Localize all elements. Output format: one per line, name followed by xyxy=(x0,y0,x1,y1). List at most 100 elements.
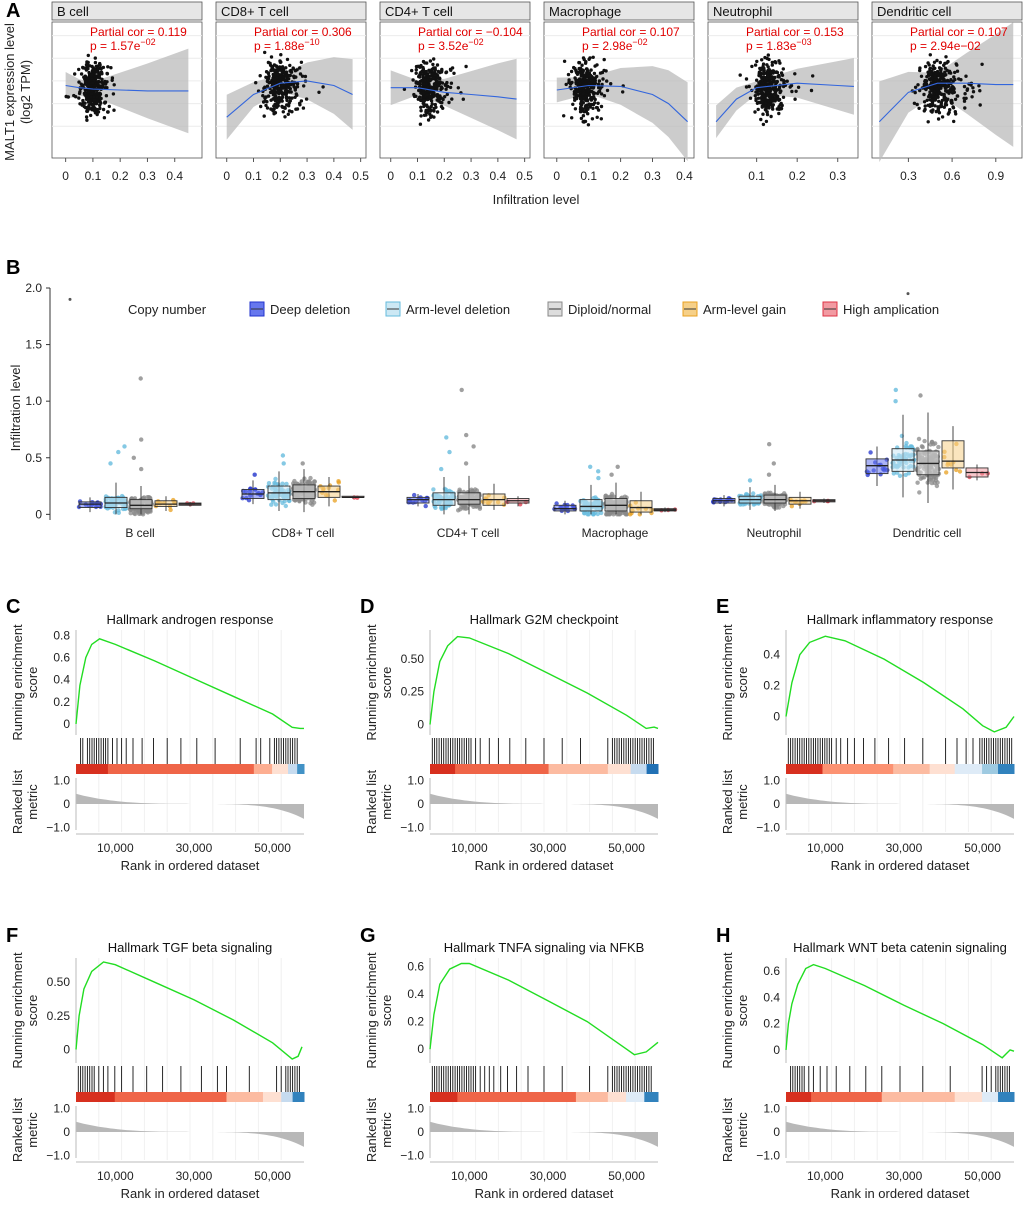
outlier-point xyxy=(252,472,257,477)
scatter-point xyxy=(589,68,593,72)
jitter-point xyxy=(868,450,873,455)
scatter-point xyxy=(602,57,606,62)
group-label: Dendritic cell xyxy=(893,526,962,540)
x-tick-label: 0 xyxy=(223,169,230,183)
scatter-point xyxy=(292,74,296,79)
scatter-point xyxy=(287,77,291,81)
scatter-point xyxy=(753,110,757,114)
rank-color-band xyxy=(288,764,298,774)
scatter-point xyxy=(265,84,270,88)
es-tick-label: 0.4 xyxy=(763,990,780,1004)
scatter-point xyxy=(89,92,94,96)
scatter-point xyxy=(609,82,613,86)
confidence-band xyxy=(226,57,353,140)
scatter-point xyxy=(605,88,610,93)
scatter-point xyxy=(98,66,103,70)
scatter-point xyxy=(944,85,948,90)
scatter-point xyxy=(952,75,956,79)
scatter-point xyxy=(429,115,433,120)
scatter-point xyxy=(276,73,280,77)
scatter-point xyxy=(562,59,567,63)
scatter-point xyxy=(258,74,262,78)
enrichment-curve xyxy=(75,961,303,1060)
scatter-point xyxy=(593,97,597,102)
scatter-point xyxy=(428,59,433,63)
outlier-point xyxy=(464,432,469,438)
scatter-point xyxy=(766,65,770,69)
scatter-point xyxy=(110,76,115,80)
scatter-point xyxy=(283,92,287,96)
scatter-point xyxy=(770,104,775,109)
scatter-point xyxy=(930,87,934,92)
scatter-point xyxy=(288,63,292,68)
scatter-point xyxy=(928,72,933,76)
panel-letter-d: D xyxy=(360,596,374,618)
scatter-point xyxy=(774,61,778,65)
scatter-point xyxy=(112,108,116,112)
scatter-point xyxy=(946,59,950,64)
scatter-point xyxy=(949,78,953,82)
scatter-point xyxy=(587,102,591,106)
metric-tick-label: 1.0 xyxy=(53,773,70,787)
scatter-point xyxy=(780,73,785,78)
scatter-point xyxy=(582,96,586,101)
scatter-point xyxy=(298,72,303,76)
scatter-point xyxy=(970,95,974,99)
scatter-point xyxy=(772,69,776,74)
scatter-point xyxy=(588,74,593,78)
scatter-point xyxy=(586,78,590,83)
scatter-point xyxy=(569,69,574,74)
scatter-point xyxy=(773,80,778,84)
scatter-point xyxy=(777,107,781,112)
x-tick-label: 0.5 xyxy=(516,169,533,183)
x-tick-label: 0.1 xyxy=(580,169,597,183)
scatter-point xyxy=(461,97,465,101)
scatter-point xyxy=(765,77,769,81)
scatter-point xyxy=(596,82,601,86)
jitter-point xyxy=(273,502,279,507)
es-tick-label: 0 xyxy=(773,709,780,723)
panel-b: 0 0.5 1.0 1.5 2.0 Infiltration level Copy numb… xyxy=(8,281,990,540)
x-tick-label: 30,000 xyxy=(886,1169,923,1183)
scatter-point xyxy=(269,55,274,59)
jitter-point xyxy=(271,499,276,504)
scatter-point xyxy=(597,79,602,83)
rank-color-band xyxy=(548,764,609,774)
jitter-point xyxy=(917,490,922,495)
scatter-point xyxy=(302,84,306,88)
scatter-point xyxy=(265,106,270,110)
rank-color-band xyxy=(292,1092,305,1102)
scatter-point xyxy=(435,87,439,91)
scatter-point xyxy=(971,86,975,90)
scatter-point xyxy=(762,71,767,75)
extreme-point xyxy=(906,292,910,296)
metric-tick-label: −1.0 xyxy=(756,1149,780,1163)
scatter-point xyxy=(577,81,582,85)
y-tick-label: 0.5 xyxy=(25,451,42,465)
rank-color-band xyxy=(457,1092,577,1102)
outlier-point xyxy=(918,393,923,398)
box xyxy=(129,499,153,510)
rank-color-band xyxy=(607,764,632,774)
scatter-point xyxy=(768,96,772,100)
gsea-panel-d: Hallmark G2M checkpoint 0 0.25 0.50 Running … xyxy=(364,612,659,873)
x-tick-label: 0.2 xyxy=(272,169,289,183)
scatter-point xyxy=(926,120,930,124)
scatter-point xyxy=(77,96,81,100)
jitter-point xyxy=(603,493,609,498)
scatter-point xyxy=(955,69,960,73)
scatter-point xyxy=(923,64,928,69)
es-tick-label: 0.6 xyxy=(763,964,780,978)
facet-title: CD4+ T cell xyxy=(385,4,453,19)
scatter-point xyxy=(944,89,948,93)
rank-color-band xyxy=(76,764,109,774)
scatter-point xyxy=(755,78,759,82)
scatter-point xyxy=(599,104,604,109)
scatter-point xyxy=(426,118,431,122)
outlier-point xyxy=(459,387,464,393)
scatter-point xyxy=(290,110,294,114)
jitter-point xyxy=(915,480,920,485)
scatter-point xyxy=(780,103,784,108)
jitter-point xyxy=(623,510,629,515)
